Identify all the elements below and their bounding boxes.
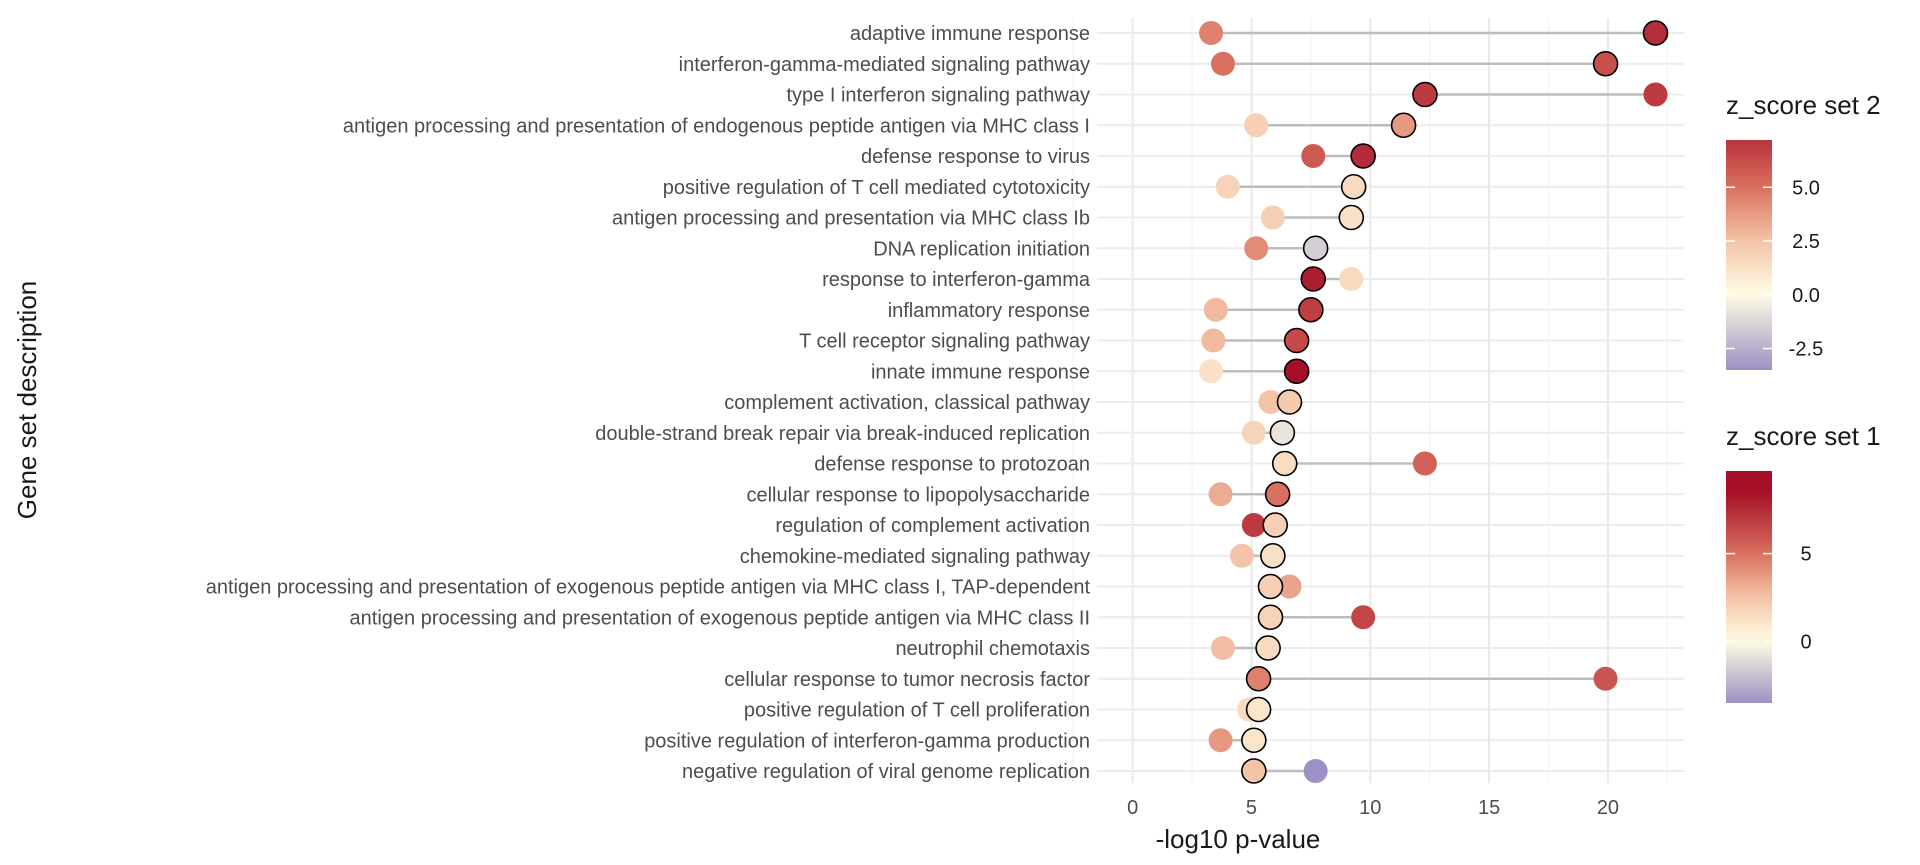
x-tick-label: 20	[1597, 797, 1619, 819]
point-set-1	[1257, 573, 1284, 600]
legend-title: z_score set 2	[1726, 90, 1881, 120]
legend-colorbar	[1726, 471, 1772, 703]
category-label: neutrophil chemotaxis	[895, 638, 1090, 660]
point-set-1	[1241, 758, 1267, 784]
point-set-1	[1300, 266, 1327, 292]
point-set-2	[1258, 390, 1283, 414]
point-set-1	[1302, 235, 1329, 262]
category-label: T cell receptor signaling pathway	[799, 331, 1090, 353]
point-set-2	[1593, 666, 1618, 691]
point-set-1	[1412, 81, 1438, 108]
point-set-2	[1203, 297, 1228, 322]
point-set-2	[1215, 174, 1240, 199]
point-set-1	[1269, 419, 1296, 446]
x-tick-labels: 0 5 10 15 20	[1127, 797, 1619, 819]
data-points	[1199, 20, 1669, 784]
point-set-2	[1199, 359, 1224, 384]
point-set-1	[1262, 512, 1289, 538]
point-set-1	[1257, 604, 1284, 631]
point-set-2	[1210, 51, 1235, 76]
point-set-2	[1339, 267, 1364, 291]
category-label: antigen processing and presentation of e…	[206, 577, 1091, 599]
point-set-2	[1241, 420, 1266, 445]
point-set-1	[1276, 389, 1303, 415]
category-label: antigen processing and presentation via …	[612, 208, 1090, 230]
point-set-1	[1642, 20, 1669, 46]
point-set-2	[1244, 236, 1269, 261]
legend-tick-label: 5.0	[1792, 177, 1820, 199]
category-label: positive regulation of interferon-gamma …	[644, 730, 1090, 752]
point-set-2	[1643, 82, 1668, 107]
category-label: adaptive immune response	[850, 23, 1090, 45]
point-set-2	[1260, 205, 1285, 230]
point-set-2	[1412, 451, 1437, 476]
point-set-2	[1210, 636, 1235, 660]
legend-colorbar	[1726, 140, 1772, 370]
category-label: innate immune response	[871, 361, 1090, 383]
category-label: complement activation, classical pathway	[724, 392, 1090, 414]
category-label: interferon-gamma-mediated signaling path…	[679, 54, 1090, 76]
point-set-2	[1303, 759, 1328, 783]
color-legends: z_score set 2 -2.5 0.0 2.5 5.0 z_score set 1 0…	[1726, 90, 1881, 703]
point-set-1	[1592, 50, 1619, 77]
legend-tick-label: 0	[1800, 631, 1811, 653]
legend-tick-label: 2.5	[1792, 231, 1820, 253]
point-set-2	[1208, 482, 1233, 507]
point-set-2	[1244, 113, 1269, 138]
point-set-2	[1229, 543, 1254, 568]
x-tick-label: 5	[1246, 797, 1257, 819]
point-set-1	[1338, 204, 1365, 231]
category-label: inflammatory response	[888, 300, 1090, 322]
category-label: antigen processing and presentation of e…	[343, 115, 1090, 137]
point-set-2	[1351, 605, 1376, 630]
category-label: regulation of complement activation	[775, 515, 1090, 537]
category-label: positive regulation of T cell proliferat…	[744, 700, 1090, 722]
legend-title: z_score set 1	[1726, 421, 1881, 451]
category-label: defense response to protozoan	[814, 454, 1090, 476]
legend-tick-label: 5	[1800, 544, 1811, 566]
category-label: defense response to virus	[861, 146, 1090, 168]
point-set-2	[1241, 513, 1266, 537]
category-label: antigen processing and presentation of e…	[350, 607, 1090, 629]
point-set-1	[1255, 635, 1281, 661]
category-label: DNA replication initiation	[873, 238, 1090, 260]
category-labels: adaptive immune response interferon-gamma…	[206, 23, 1091, 783]
category-label: cellular response to lipopolysaccharide	[746, 484, 1090, 506]
point-set-1	[1264, 481, 1291, 508]
category-label: chemokine-mediated signaling pathway	[740, 546, 1090, 568]
point-set-1	[1390, 112, 1417, 139]
point-set-1	[1340, 173, 1367, 200]
x-tick-label: 15	[1478, 797, 1500, 819]
y-axis-title: Gene set description	[12, 281, 42, 519]
point-set-1	[1260, 542, 1286, 569]
point-set-2	[1301, 144, 1326, 168]
point-set-1	[1298, 296, 1324, 323]
point-set-1	[1271, 450, 1298, 477]
point-set-1	[1245, 696, 1272, 723]
point-set-2	[1201, 328, 1226, 353]
point-set-1	[1350, 143, 1376, 169]
point-set-1	[1283, 327, 1310, 354]
category-label: positive regulation of T cell mediated c…	[663, 177, 1090, 199]
category-label: response to interferon-gamma	[822, 269, 1091, 291]
legend-tick-label: 0.0	[1792, 285, 1820, 307]
point-set-2	[1277, 574, 1302, 599]
x-tick-label: 10	[1359, 797, 1381, 819]
x-tick-label: 0	[1127, 797, 1138, 819]
grid	[1072, 18, 1684, 783]
category-label: negative regulation of viral genome repl…	[682, 761, 1090, 783]
legend-tick-label: -2.5	[1789, 339, 1823, 361]
category-label: cellular response to tumor necrosis fact…	[724, 669, 1090, 691]
point-set-1	[1241, 727, 1267, 754]
point-set-2	[1208, 728, 1233, 753]
point-set-1	[1245, 665, 1272, 692]
x-axis-title: -log10 p-value	[1156, 824, 1321, 854]
category-label: type I interferon signaling pathway	[786, 85, 1090, 107]
category-label: double-strand break repair via break-ind…	[595, 423, 1090, 445]
point-set-2	[1199, 21, 1224, 45]
point-set-1	[1283, 358, 1310, 385]
